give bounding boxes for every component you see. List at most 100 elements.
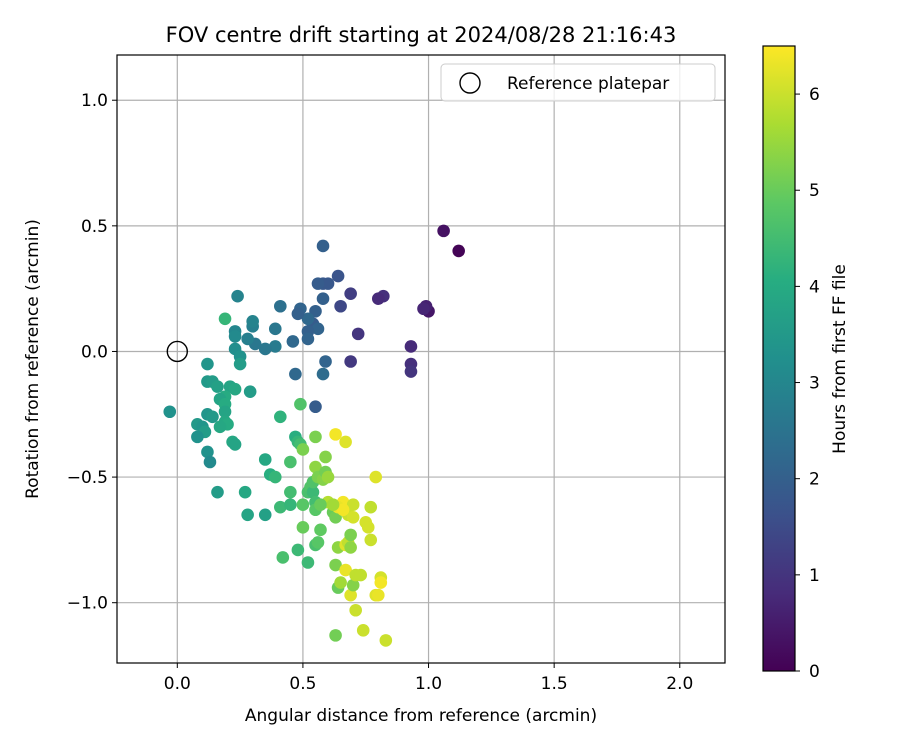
scatter-point	[364, 533, 378, 547]
scatter-point	[374, 576, 388, 589]
x-tick-label: 1.5	[541, 674, 568, 694]
scatter-point	[286, 335, 300, 348]
scatter-point	[339, 435, 352, 449]
colorbar-tick-label: 1	[809, 566, 820, 586]
scatter-point	[218, 312, 232, 326]
scatter-point	[284, 485, 297, 499]
colorbar-gradient	[762, 45, 796, 672]
scatter-point	[319, 355, 332, 368]
scatter-point	[201, 445, 214, 459]
scatter-point	[296, 521, 310, 534]
colorbar-tick-label: 0	[809, 662, 820, 682]
scatter-point	[243, 385, 257, 398]
scatter-point	[356, 624, 370, 637]
scatter-point	[417, 302, 430, 316]
scatter-point	[203, 455, 217, 469]
scatter-point	[346, 498, 360, 512]
legend-box	[440, 63, 716, 102]
scatter-point	[301, 556, 315, 569]
scatter-point	[274, 500, 287, 514]
scatter-point	[339, 563, 352, 577]
scatter-point	[351, 327, 365, 341]
scatter-point	[364, 500, 378, 514]
scatter-point	[211, 485, 224, 499]
scatter-point	[258, 342, 272, 356]
scatter-point	[329, 629, 342, 642]
scatter-point	[201, 357, 214, 371]
scatter-point	[346, 578, 360, 592]
x-axis-label: Angular distance from reference (arcmin)	[245, 706, 597, 726]
scatter-point	[228, 330, 242, 343]
scatter-point	[314, 523, 327, 537]
scatter-point	[233, 357, 247, 371]
scatter-point	[241, 508, 254, 522]
scatter-point	[218, 405, 232, 419]
x-tick-label: 2.0	[666, 674, 693, 694]
scatter-point	[371, 588, 385, 602]
scatter-point	[301, 312, 315, 326]
scatter-point	[238, 485, 252, 499]
scatter-point	[311, 322, 325, 336]
scatter-point	[296, 498, 310, 512]
scatter-point	[349, 603, 362, 617]
scatter-point	[228, 438, 242, 451]
y-tick-label: −1.0	[67, 594, 108, 614]
scatter-point	[284, 455, 297, 469]
legend-marker	[459, 72, 481, 94]
scatter-point	[316, 239, 330, 253]
scatter-point	[334, 576, 347, 589]
scatter-point	[311, 536, 325, 549]
scatter-point	[344, 355, 357, 368]
scatter-point	[309, 460, 322, 474]
scatter-point	[206, 410, 219, 424]
y-tick-label: 1.0	[81, 91, 108, 111]
scatter-point	[268, 322, 282, 336]
plot-frame	[116, 54, 726, 664]
scatter-points	[163, 224, 465, 647]
scatter-point	[284, 498, 297, 512]
scatter-point	[309, 400, 322, 414]
y-tick-label: 0.0	[81, 342, 108, 362]
scatter-point	[344, 528, 357, 542]
scatter-point	[329, 428, 342, 441]
scatter-point	[258, 453, 272, 466]
scatter-point	[163, 405, 177, 419]
colorbar-label: Hours from first FF file	[830, 264, 850, 454]
chart-title: FOV centre drift starting at 2024/08/28 …	[166, 23, 677, 47]
scatter-point	[344, 287, 357, 300]
x-axis-ticks: 0.0 0.5 1.0 1.5 2.0	[164, 663, 693, 694]
scatter-point	[274, 410, 287, 424]
scatter-point	[344, 588, 357, 602]
scatter-point	[319, 450, 332, 464]
scatter-point	[289, 367, 302, 381]
scatter-point	[211, 380, 224, 393]
y-axis-label: Rotation from reference (arcmin)	[23, 219, 43, 499]
scatter-point	[213, 420, 227, 434]
scatter-point	[301, 332, 315, 346]
scatter-point	[311, 277, 325, 290]
scatter-point	[329, 558, 342, 572]
colorbar-tick-label: 4	[809, 277, 820, 297]
y-tick-label: −0.5	[67, 468, 108, 488]
colorbar-tick-label: 6	[809, 85, 820, 105]
scatter-point	[371, 292, 385, 306]
colorbar-tick-label: 2	[809, 470, 820, 490]
scatter-point	[316, 292, 330, 306]
scatter-point	[291, 307, 305, 321]
y-tick-label: 0.5	[81, 217, 108, 237]
scatter-point	[379, 634, 393, 647]
scatter-point	[268, 340, 282, 353]
scatter-point	[316, 367, 330, 381]
scatter-point	[276, 551, 290, 564]
scatter-point	[231, 289, 244, 303]
scatter-point	[344, 541, 357, 554]
y-axis-ticks: −1.0 −0.5 0.0 0.5 1.0	[67, 91, 117, 614]
scatter-point	[452, 244, 465, 258]
scatter-point	[296, 443, 310, 456]
colorbar-ticks: 0 1 2 3 4 5 6	[795, 85, 820, 682]
colorbar: 0 1 2 3 4 5 6 Hours from first FF file	[762, 45, 850, 682]
scatter-point	[369, 470, 383, 484]
scatter-point	[336, 503, 350, 517]
